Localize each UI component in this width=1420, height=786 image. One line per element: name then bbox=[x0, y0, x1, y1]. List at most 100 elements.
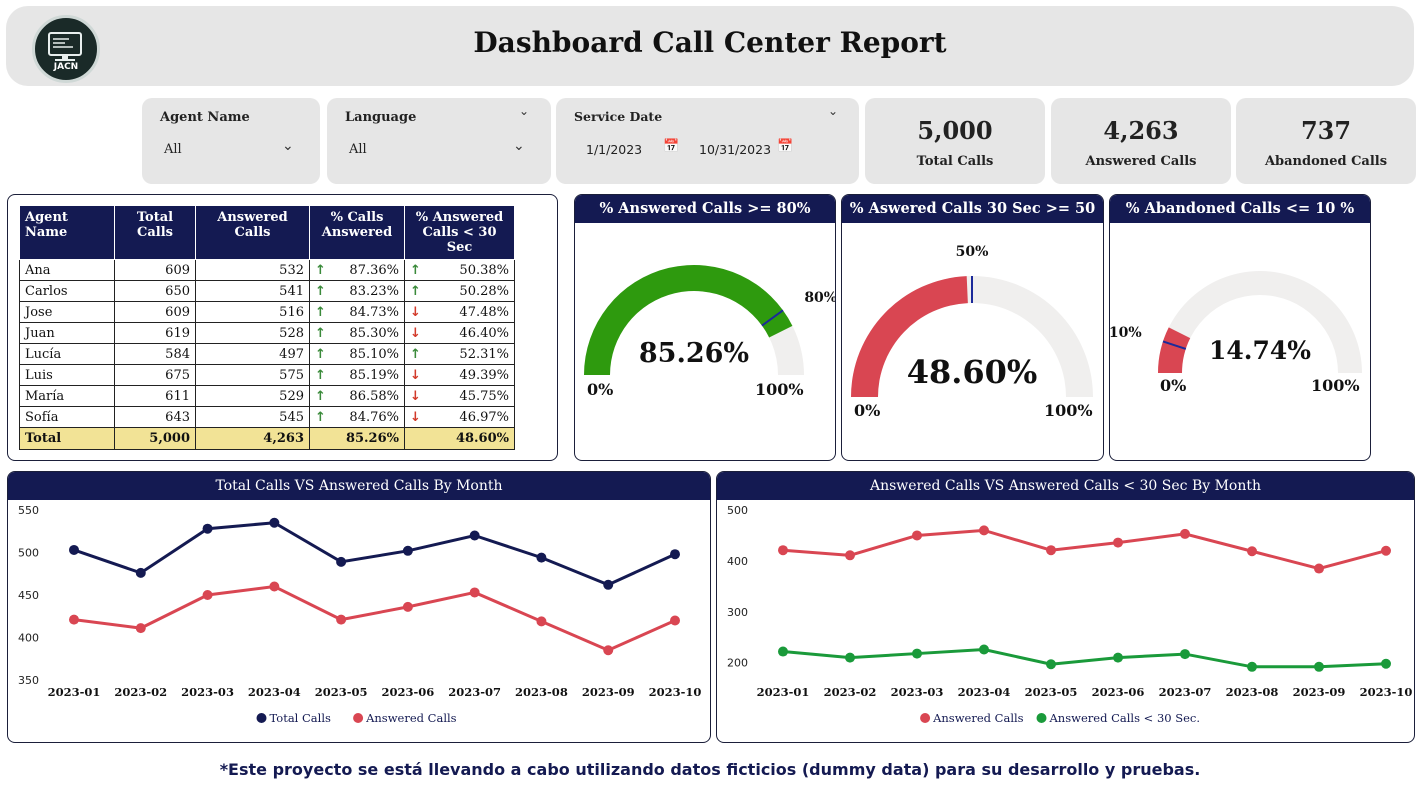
kpi-value: 737 bbox=[1300, 116, 1352, 145]
table-row[interactable]: Ana 609 532 ↑ 87.36% ↑ 50.38% bbox=[19, 259, 515, 281]
data-point[interactable] bbox=[603, 579, 614, 590]
language-filter[interactable]: Language ⌄ All ⌄ bbox=[327, 98, 551, 184]
pct-answered-30-cell-text: 50.38% bbox=[459, 262, 509, 278]
start-date-input[interactable]: 1/1/2023 bbox=[586, 142, 643, 157]
data-point[interactable] bbox=[135, 623, 146, 634]
col-pct-answered[interactable]: % Calls Answered bbox=[309, 205, 405, 260]
data-point[interactable] bbox=[469, 587, 480, 598]
data-point[interactable] bbox=[1180, 528, 1190, 539]
data-point[interactable] bbox=[1113, 652, 1123, 663]
pct-answered-cell: ↑ 85.19% bbox=[309, 364, 405, 386]
data-point[interactable] bbox=[1381, 545, 1391, 556]
data-point[interactable] bbox=[603, 645, 614, 656]
calendar-icon[interactable]: 📅 bbox=[663, 139, 680, 154]
agent-name-filter[interactable]: Agent Name All ⌄ bbox=[142, 98, 320, 184]
data-point[interactable] bbox=[1247, 661, 1257, 672]
data-point[interactable] bbox=[469, 530, 480, 541]
service-date-filter[interactable]: Service Date ⌄ 1/1/2023 📅 10/31/2023 📅 bbox=[556, 98, 859, 184]
legend-label[interactable]: Answered Calls bbox=[932, 711, 1024, 725]
data-point[interactable] bbox=[336, 556, 347, 567]
data-point[interactable] bbox=[269, 581, 280, 592]
data-point[interactable] bbox=[536, 616, 547, 627]
data-point[interactable] bbox=[69, 614, 79, 625]
kpi-label: Abandoned Calls bbox=[1264, 154, 1388, 169]
col-agent-name[interactable]: Agent Name bbox=[19, 205, 115, 260]
data-point[interactable] bbox=[670, 615, 680, 626]
answered-calls-cell-text: 545 bbox=[279, 409, 304, 425]
pct-answered-cell: ↑ 87.36% bbox=[309, 259, 405, 281]
table-row[interactable]: Jose 609 516 ↑ 84.73% ↓ 47.48% bbox=[19, 301, 515, 323]
data-point[interactable] bbox=[845, 652, 855, 663]
gauge-fill bbox=[851, 276, 968, 397]
table-row[interactable]: Sofía 643 545 ↑ 84.76% ↓ 46.97% bbox=[19, 406, 515, 428]
answered-calls-cell-text: 4,263 bbox=[263, 431, 304, 446]
data-point[interactable] bbox=[1247, 546, 1257, 557]
arrow-up-icon: ↑ bbox=[315, 346, 326, 362]
pct-answered-30-cell-text: 47.48% bbox=[459, 304, 509, 320]
arrow-down-icon: ↓ bbox=[410, 367, 421, 383]
data-point[interactable] bbox=[1381, 658, 1391, 669]
gauge-max-label: 100% bbox=[1044, 401, 1093, 420]
data-point[interactable] bbox=[202, 523, 213, 534]
data-point[interactable] bbox=[912, 648, 922, 659]
series-line bbox=[782, 647, 1387, 669]
arrow-down-icon: ↓ bbox=[410, 388, 421, 404]
data-point[interactable] bbox=[845, 550, 855, 561]
data-point[interactable] bbox=[336, 614, 347, 625]
gauge-answered: 80% 85.26% 0% 100% bbox=[584, 265, 835, 399]
end-date-input[interactable]: 10/31/2023 bbox=[699, 142, 772, 157]
chevron-down-icon[interactable]: ⌄ bbox=[519, 104, 530, 118]
calendar-icon[interactable]: 📅 bbox=[777, 139, 794, 154]
data-point[interactable] bbox=[402, 601, 413, 612]
data-point[interactable] bbox=[536, 552, 547, 563]
gauge-target-label: 10% bbox=[1110, 325, 1142, 341]
col-pct-answered-30[interactable]: % Answered Calls < 30 Sec bbox=[404, 205, 515, 260]
col-total-calls[interactable]: Total Calls bbox=[114, 205, 196, 260]
pct-answered-30-cell: ↑ 50.38% bbox=[404, 259, 515, 281]
arrow-up-icon: ↑ bbox=[410, 283, 421, 299]
answered-calls-cell: 516 bbox=[195, 301, 310, 323]
y-tick-label: 300 bbox=[727, 606, 748, 619]
data-point[interactable] bbox=[979, 644, 989, 655]
col-answered-calls[interactable]: Answered Calls bbox=[195, 205, 310, 260]
data-point[interactable] bbox=[778, 545, 788, 556]
table-row[interactable]: Lucía 584 497 ↑ 85.10% ↑ 52.31% bbox=[19, 343, 515, 365]
data-point[interactable] bbox=[1314, 563, 1324, 574]
data-point[interactable] bbox=[269, 517, 280, 528]
data-point[interactable] bbox=[979, 525, 989, 536]
data-point[interactable] bbox=[1113, 537, 1123, 548]
data-point[interactable] bbox=[1046, 659, 1056, 670]
data-point[interactable] bbox=[778, 646, 788, 657]
pct-answered-30-cell: ↓ 49.39% bbox=[404, 364, 515, 386]
agent-name-value[interactable]: All bbox=[164, 142, 182, 157]
table-row[interactable]: Luis 675 575 ↑ 85.19% ↓ 49.39% bbox=[19, 364, 515, 386]
chevron-down-icon[interactable]: ⌄ bbox=[282, 138, 294, 154]
data-point[interactable] bbox=[69, 544, 79, 555]
data-point[interactable] bbox=[135, 567, 146, 578]
agent-name-cell: Luis bbox=[19, 364, 115, 386]
header-bar: JACN Dashboard Call Center Report bbox=[6, 6, 1414, 86]
data-point[interactable] bbox=[670, 549, 680, 560]
language-value[interactable]: All bbox=[349, 142, 367, 157]
pct-answered-30-cell-text: 45.75% bbox=[459, 388, 509, 404]
answered-calls-cell-text: 575 bbox=[279, 367, 304, 383]
legend-label[interactable]: Total Calls bbox=[270, 711, 332, 725]
data-point[interactable] bbox=[402, 545, 413, 556]
chevron-down-icon[interactable]: ⌄ bbox=[828, 104, 839, 118]
chevron-down-icon[interactable]: ⌄ bbox=[513, 138, 525, 154]
table-row[interactable]: Juan 619 528 ↑ 85.30% ↓ 46.40% bbox=[19, 322, 515, 344]
pct-answered-30-cell-text: 46.40% bbox=[459, 325, 509, 341]
data-point[interactable] bbox=[202, 590, 213, 600]
legend-label[interactable]: Answered Calls < 30 Sec. bbox=[1049, 711, 1201, 725]
table-row[interactable]: Carlos 650 541 ↑ 83.23% ↑ 50.28% bbox=[19, 280, 515, 302]
y-tick-label: 500 bbox=[18, 547, 39, 560]
table-row[interactable]: María 611 529 ↑ 86.58% ↓ 45.75% bbox=[19, 385, 515, 407]
data-point[interactable] bbox=[1046, 545, 1056, 556]
answered-calls-cell: 545 bbox=[195, 406, 310, 428]
data-point[interactable] bbox=[1180, 649, 1190, 660]
legend-label[interactable]: Answered Calls bbox=[365, 711, 457, 725]
data-point[interactable] bbox=[912, 530, 922, 541]
data-point[interactable] bbox=[1314, 661, 1324, 672]
total-calls-cell-text: 5,000 bbox=[149, 431, 190, 446]
pct-answered-cell: ↑ 86.58% bbox=[309, 385, 405, 407]
